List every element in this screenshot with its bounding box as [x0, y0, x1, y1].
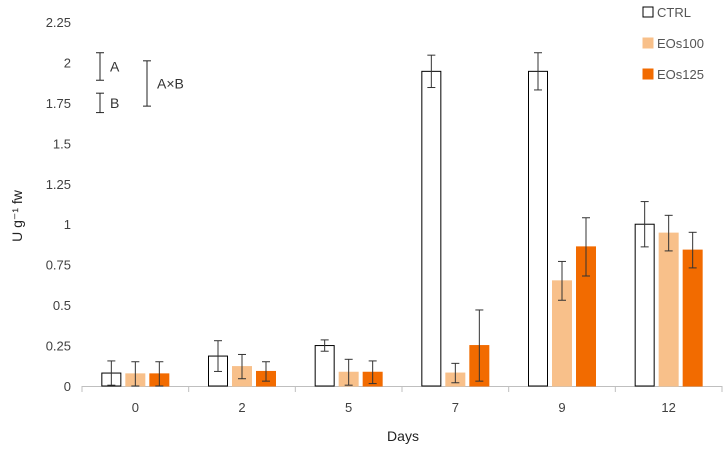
- x-tick-label: 12: [661, 400, 675, 415]
- y-tick-label: 1.75: [46, 96, 71, 111]
- legend-label: EOs100: [657, 36, 704, 51]
- significance-bars: A B A×B: [96, 52, 184, 114]
- x-axis-title: Days: [387, 428, 419, 444]
- bar-eos125-day-12: [682, 249, 703, 387]
- error-bars: [107, 52, 697, 387]
- sig-label: B: [110, 95, 119, 111]
- legend: CTRL EOs100 EOs125: [642, 5, 704, 82]
- legend-swatch-eos125: [642, 68, 654, 80]
- bar-ctrl-day-12: [634, 223, 655, 387]
- x-tick-label: 0: [132, 400, 139, 415]
- legend-swatch-ctrl: [642, 6, 654, 18]
- bar-ctrl-day-9: [528, 70, 548, 387]
- y-tick-label: 0.5: [53, 298, 71, 313]
- x-tick-label: 9: [558, 400, 565, 415]
- y-tick-label: 1.5: [53, 136, 71, 151]
- y-tick-label: 1: [64, 217, 71, 232]
- x-tick-label: 5: [345, 400, 352, 415]
- y-tick-label: 2: [64, 55, 71, 70]
- legend-label: EOs125: [657, 67, 704, 82]
- y-tick-label: 2.25: [46, 15, 71, 30]
- y-tick-label: 1.25: [46, 177, 71, 192]
- y-tick-label: 0: [64, 379, 71, 394]
- y-axis-title: U g⁻¹ fw: [9, 189, 25, 242]
- legend-label: CTRL: [657, 5, 691, 20]
- sig-label: A×B: [157, 75, 184, 91]
- bar-ctrl-day-7: [421, 70, 442, 387]
- x-axis: 0 2 5 7 9 12: [81, 386, 723, 415]
- y-tick-label: 0.75: [46, 258, 71, 273]
- y-axis: 0 0.25 0.5 0.75 1 1.25 1.5 1.75 2 2.25: [46, 15, 71, 394]
- bars: [101, 70, 703, 387]
- x-tick-label: 7: [452, 400, 459, 415]
- bar-eos100-day-12: [658, 232, 679, 387]
- sig-label: A: [110, 58, 120, 74]
- legend-swatch-eos100: [642, 37, 654, 49]
- x-tick-label: 2: [238, 400, 245, 415]
- y-tick-label: 0.25: [46, 339, 71, 354]
